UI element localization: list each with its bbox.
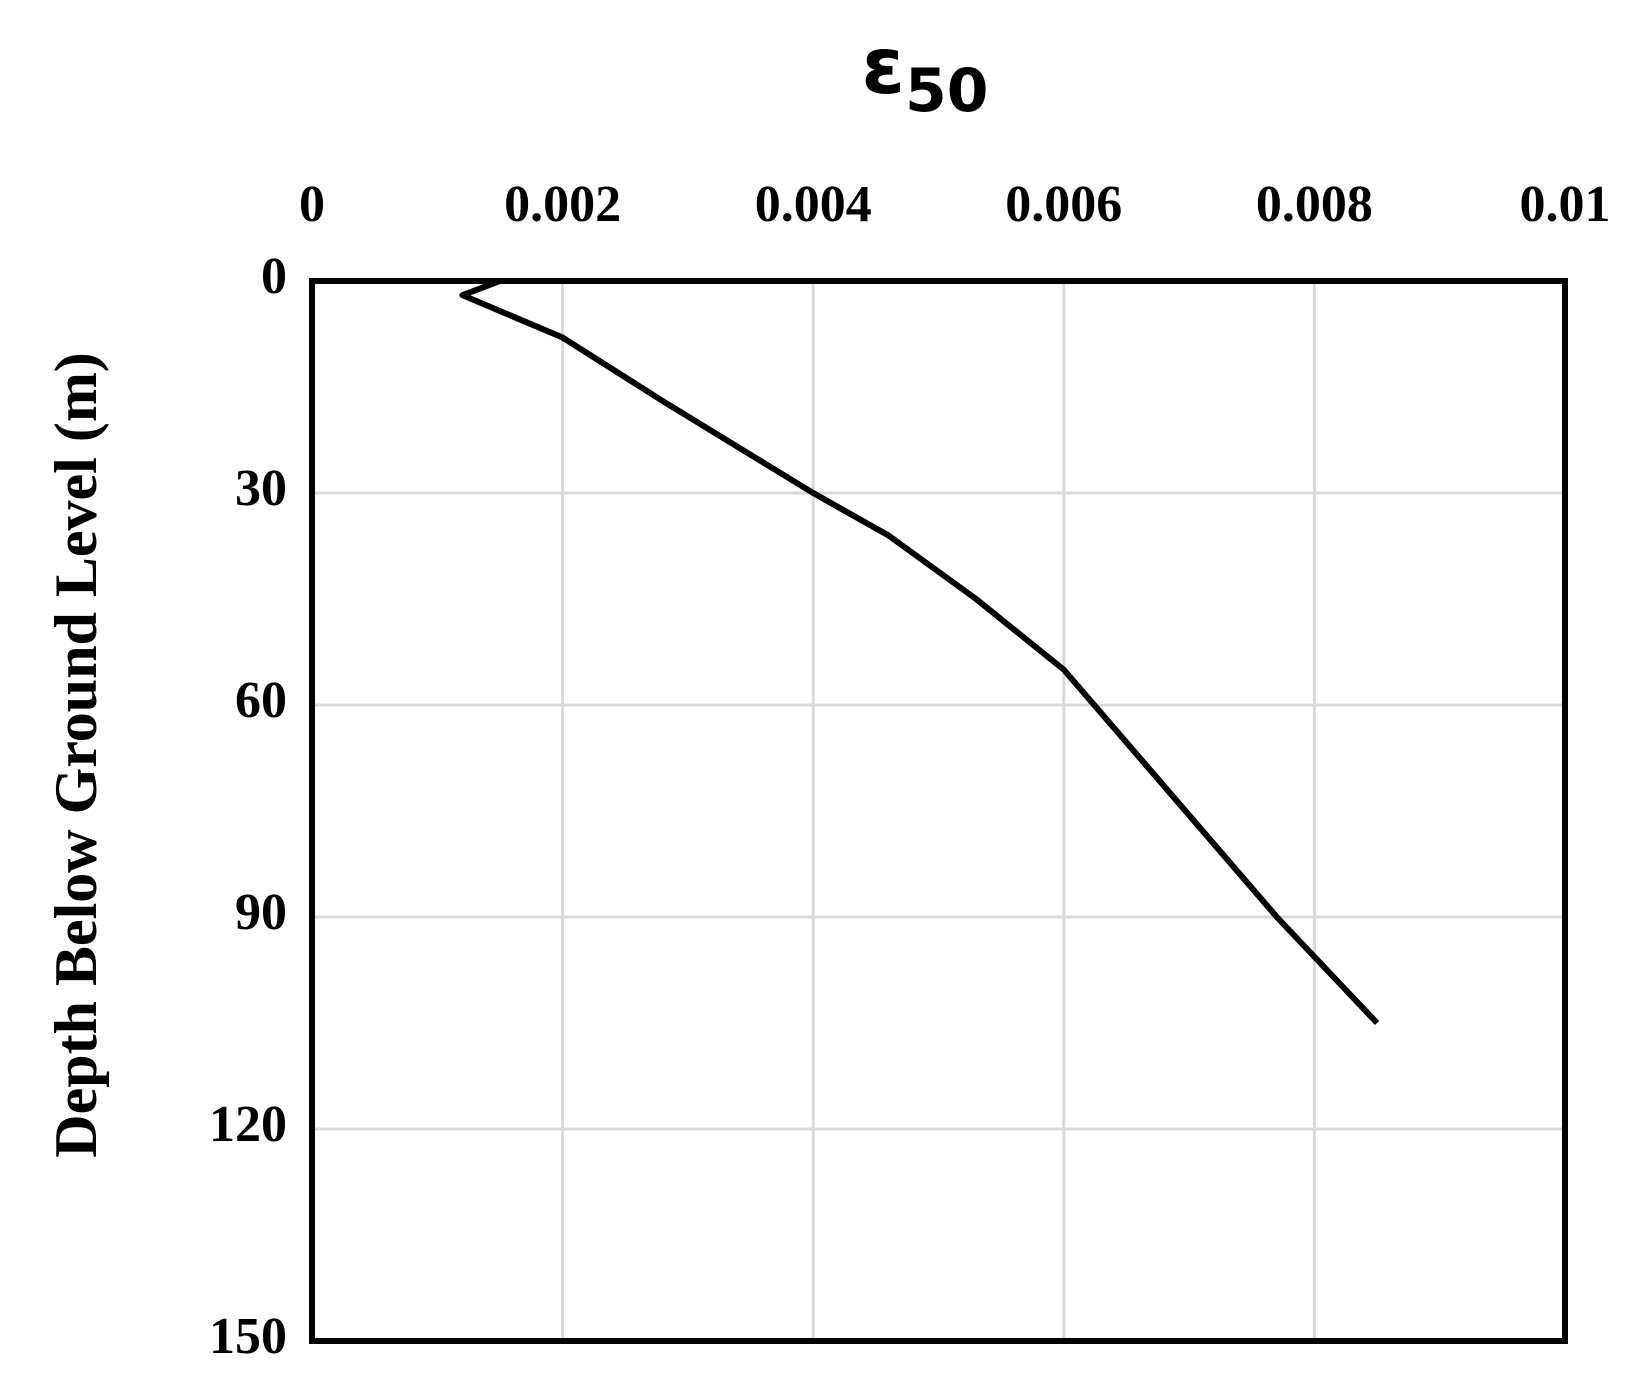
- y-tick-label: 30: [235, 460, 287, 517]
- data-line: [459, 278, 1380, 1026]
- y-tick-label: 150: [209, 1308, 287, 1365]
- y-tick-label: 60: [235, 672, 287, 729]
- plot-frame: [309, 278, 1568, 1344]
- x-tick-label: 0.004: [755, 176, 872, 233]
- x-tick-label: 0.008: [1256, 176, 1373, 233]
- x-tick-label: 0.01: [1520, 176, 1611, 233]
- y-tick-label: 120: [209, 1096, 287, 1153]
- x-axis-title-symbol: ε: [862, 22, 905, 112]
- y-tick-label: 0: [261, 248, 287, 305]
- x-tick-label: 0.002: [504, 176, 621, 233]
- y-axis-title: Depth Below Ground Level (m): [43, 352, 109, 1158]
- x-tick-label: 0.006: [1005, 176, 1122, 233]
- x-axis-title: ε50: [862, 22, 989, 125]
- x-tick-label: 0: [299, 176, 325, 233]
- x-axis-title-subscript: 50: [905, 56, 989, 126]
- y-tick-label: 90: [235, 884, 287, 941]
